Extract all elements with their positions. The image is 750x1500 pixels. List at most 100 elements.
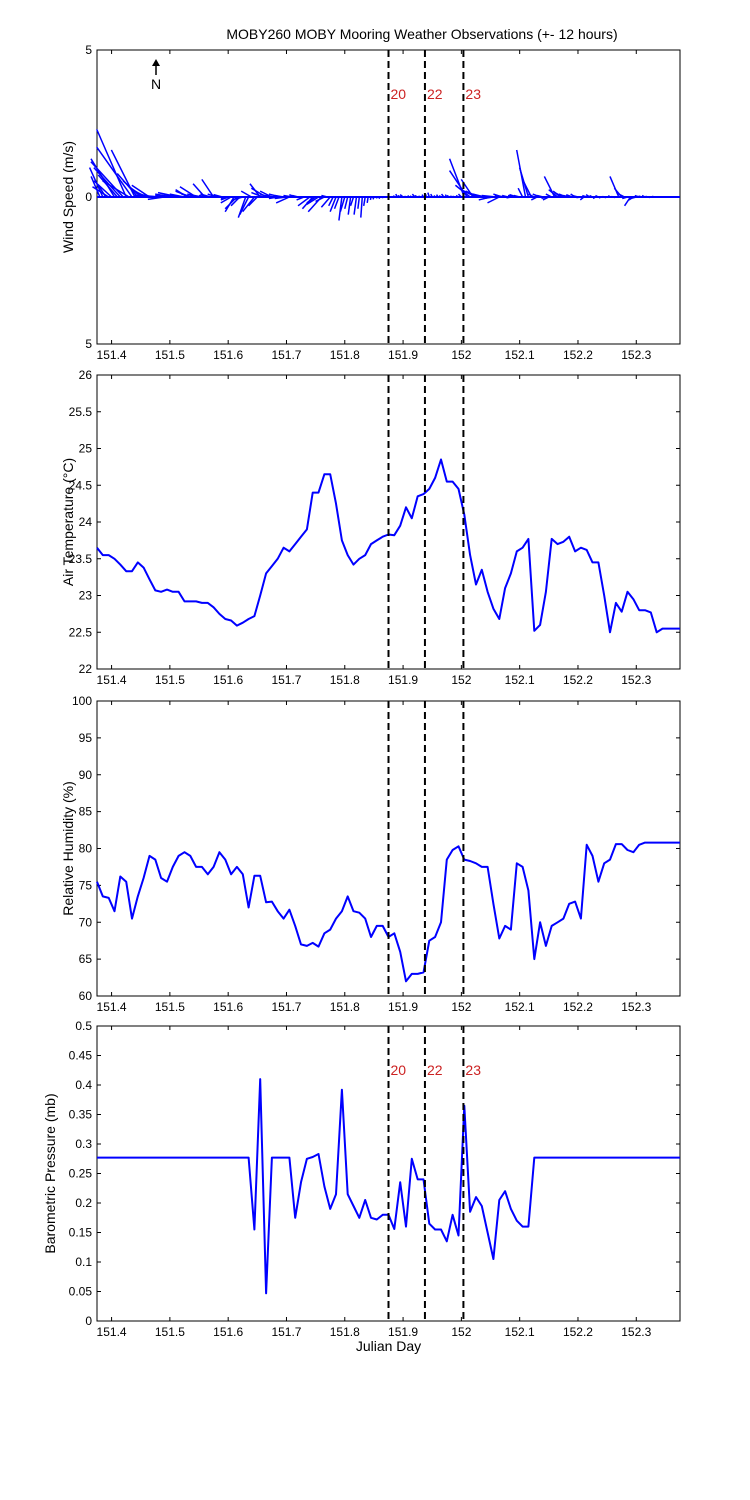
x-tick-label: 152.3 [621,1000,651,1014]
x-tick-label: 152.2 [563,673,593,687]
y-tick-label: 60 [79,989,93,1003]
x-tick-label: 151.6 [213,1325,243,1339]
wind-vector [90,161,124,198]
wind-vector [545,193,553,198]
y-axis-label: Wind Speed (m/s) [60,141,76,253]
wind-vector [598,196,602,199]
figure-title: MOBY260 MOBY Mooring Weather Observation… [226,26,617,42]
y-tick-label: 23.5 [69,552,93,566]
wind-vector [404,195,407,198]
wind-vector [604,196,608,199]
x-tick-label: 151.8 [330,348,360,362]
wind-vector [435,194,439,198]
x-tick-label: 151.8 [330,673,360,687]
wind-vector [321,194,328,198]
y-tick-label: 0.35 [69,1108,93,1122]
wind-vector [623,196,632,207]
x-tick-label: 151.7 [271,1000,301,1014]
wind-vector [239,196,250,215]
y-tick-label: 0.15 [69,1226,93,1240]
wind-vector [306,196,317,204]
wind-vector [427,192,431,198]
y-tick-label: 25.5 [69,405,93,419]
wind-vector [589,194,593,198]
wind-vector [344,196,349,209]
wind-vector [93,180,113,198]
wind-vector [430,193,433,198]
wind-vector [320,196,331,208]
y-tick-label: 5 [85,337,92,351]
wind-vector [274,196,287,200]
wind-vector [97,174,118,198]
barometric-pressure-panel: 151.4 151.5 151.6 151.7 151.8 151.9 152 152.1 15… [42,1019,681,1354]
wind-vector [339,196,346,212]
x-tick-label: 151.9 [388,348,418,362]
x-tick-label: 151.5 [155,673,185,687]
wind-speed-panel: 151.4 151.5 151.6 151.7 151.8 151.9 152 152.1 15… [60,43,681,362]
wind-vector [200,193,211,198]
north-arrowhead-icon [152,59,160,66]
wind-vector [506,196,512,199]
wind-vector [96,146,133,198]
wind-vector [155,193,173,198]
wind-vector [296,196,305,201]
wind-vector [592,196,596,200]
x-tick-label: 152.1 [505,673,535,687]
wind-vector [651,195,655,198]
wind-vector [409,195,413,198]
y-tick-label: 80 [79,842,93,856]
wind-vector [96,129,127,198]
y-tick-label: 100 [72,694,92,708]
wind-vector [181,193,194,198]
event-marker-label: 20 [391,86,407,102]
event-marker-label: 20 [391,1062,407,1078]
wind-vector [513,194,520,198]
x-tick-label: 152.3 [621,348,651,362]
y-tick-label: 95 [79,731,93,745]
wind-vector [517,187,524,198]
wind-vector [501,194,509,198]
wind-vector [457,193,462,198]
wind-vector [585,194,591,198]
wind-vector [579,196,585,201]
wind-vector [530,196,538,201]
wind-vector [481,194,497,198]
wind-vector [444,194,448,198]
x-tick-label: 152.1 [505,1000,535,1014]
wind-vector [201,178,215,198]
wind-vector [90,176,101,198]
wind-vector [251,191,264,198]
x-tick-label: 152 [451,673,471,687]
wind-vector [247,196,258,207]
wind-vector [630,196,637,200]
y-tick-label: 0.2 [75,1196,92,1210]
wind-vector [565,193,573,198]
x-tick-label: 152 [451,1325,471,1339]
y-tick-label: 0.3 [75,1137,92,1151]
wind-vector [397,194,401,198]
data-line [97,1078,680,1295]
y-tick-label: 0.5 [75,1019,92,1033]
y-axis-label: Air Temperature (°C) [60,458,76,586]
y-tick-label: 0.4 [75,1078,92,1092]
y-axis-label: Relative Humidity (%) [60,781,76,916]
air-temperature-panel: 151.4 151.5 151.6 151.7 151.8 151.9 152 152.1 15… [60,368,681,687]
x-tick-label: 151.4 [97,1000,127,1014]
wind-vector [315,196,325,203]
wind-vector [360,196,364,218]
relative-humidity-panel: 151.4 151.5 151.6 151.7 151.8 151.9 152 152.1 15… [60,694,681,1014]
x-tick-label: 151.8 [330,1325,360,1339]
wind-vector [274,194,284,198]
x-tick-label: 152 [451,1000,471,1014]
y-tick-label: 0.45 [69,1049,93,1063]
wind-vector [440,193,445,198]
y-tick-label: 25 [79,442,93,456]
wind-vector [220,196,226,200]
wind-vector [353,196,358,215]
wind-vector [237,196,247,218]
y-tick-label: 0.1 [75,1255,92,1269]
wind-vector [613,196,617,199]
wind-vector [541,196,547,200]
wind-vector [414,194,418,198]
